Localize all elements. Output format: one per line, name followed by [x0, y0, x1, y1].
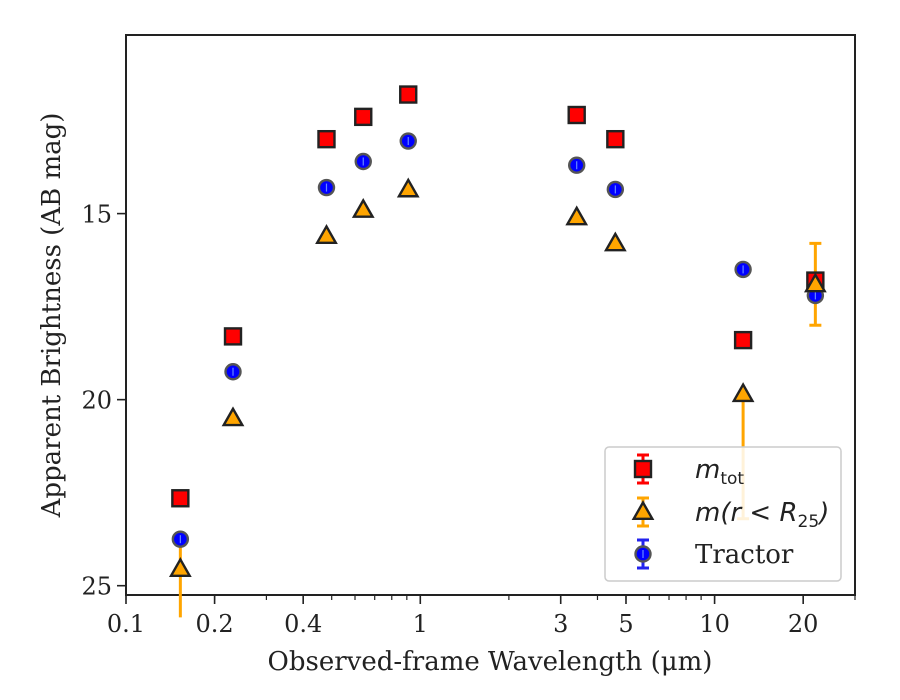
x-tick-label-5: 5: [618, 610, 633, 638]
x-tick-label-6: 10: [699, 610, 730, 638]
point-square-6: [606, 129, 625, 149]
legend-label-m-tot: mtot: [695, 455, 744, 489]
legend-label-m-r25: m(r < R25): [695, 498, 829, 532]
point-square-1: [223, 327, 243, 346]
point-triangle-2: [315, 224, 338, 244]
point-square-4: [399, 85, 418, 104]
point-square-7: [733, 330, 753, 350]
point-square-3: [354, 107, 373, 127]
point-triangle-0: [168, 557, 192, 577]
point-triangle-7: [731, 382, 755, 403]
x-tick-label-7: 20: [788, 610, 819, 638]
x-axis-label: Observed-frame Wavelength (μm): [268, 647, 713, 677]
x-tick-label-3: 1: [413, 610, 428, 638]
point-triangle-4: [396, 177, 420, 198]
x-tick-label-4: 3: [553, 610, 568, 638]
y-axis-label: Apparent Brightness (AB mag): [37, 113, 67, 519]
x-tick-label-2: 0.4: [284, 610, 322, 638]
point-circle-3: [354, 152, 372, 171]
x-axis: 0.1 0.2 0.4 1 3 5 10 20: [107, 595, 856, 638]
point-circle-6: [606, 180, 625, 199]
legend-m-r-close: ): [817, 498, 829, 528]
legend-m-tot-sub: tot: [720, 469, 744, 489]
point-square-0: [171, 489, 190, 508]
legend-m-r-main: m(r < R: [695, 498, 798, 528]
plot-area: [125, 34, 856, 618]
point-triangle-1: [221, 406, 245, 427]
point-square-5: [567, 105, 586, 125]
x-tick-label-1: 0.2: [196, 610, 234, 638]
y-axis: 15 20 25: [81, 201, 126, 601]
point-triangle-8: [803, 272, 827, 293]
point-triangle-5: [565, 205, 589, 226]
legend-marker-square: [633, 459, 653, 479]
x-tick-label-0: 0.1: [107, 610, 145, 638]
y-tick-label-2: 25: [81, 573, 112, 601]
y-tick-label-1: 20: [81, 387, 112, 415]
point-circle-4: [399, 132, 417, 150]
legend-marker-triangle: [631, 500, 655, 521]
point-circle-0: [171, 530, 190, 548]
legend-marker-circle: [634, 545, 652, 563]
legend-m-r-sub: 25: [798, 512, 820, 532]
legend: mtot m(r < R25) Tractor: [604, 446, 842, 582]
point-square-2: [317, 129, 336, 149]
point-circle-7: [734, 260, 752, 279]
legend-box: [604, 446, 842, 582]
point-circle-1: [224, 363, 242, 381]
point-triangle-6: [603, 231, 627, 252]
y-tick-label-0: 15: [81, 201, 112, 229]
point-triangle-3: [351, 197, 375, 218]
legend-label-tractor: Tractor: [695, 540, 794, 570]
point-circle-2: [317, 178, 336, 197]
legend-m-tot-main: m: [695, 455, 720, 485]
point-circle-5: [568, 156, 586, 174]
plot-frame: [125, 34, 856, 596]
